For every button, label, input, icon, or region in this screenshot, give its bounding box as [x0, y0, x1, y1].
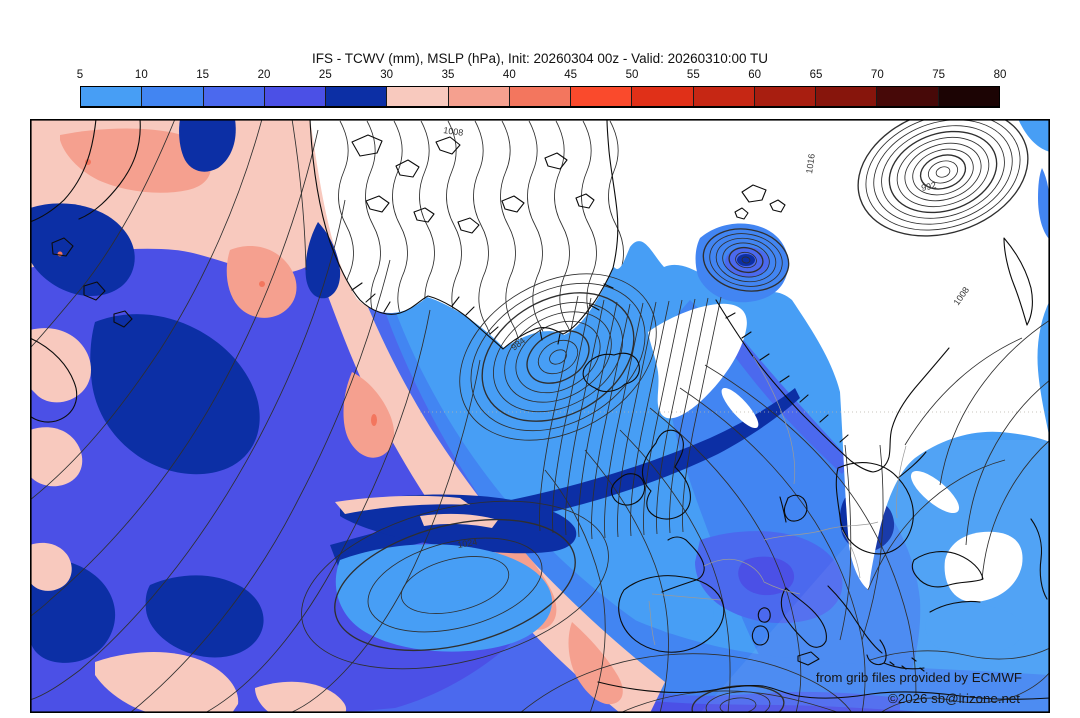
colorbar-tick: 75 — [932, 69, 946, 81]
attribution: from grib files provided by ECMWF ©2026 … — [816, 670, 1022, 706]
colorbar-segment — [753, 87, 816, 106]
colorbar-ticks: 5 10 15 20 25 30 35 40 45 50 55 60 65 70 75 80 — [0, 69, 1080, 83]
colorbar-tick: 25 — [318, 69, 332, 81]
colorbar-segment — [386, 87, 448, 106]
daylight-shading — [700, 440, 1050, 713]
colorbar-tick: 65 — [809, 69, 823, 81]
colorbar-segment — [876, 87, 938, 106]
pressure-label: 1024 — [457, 537, 478, 550]
colorbar-segment — [141, 87, 203, 106]
colorbar-tick: 45 — [564, 69, 578, 81]
colorbar-tick: 70 — [870, 69, 884, 81]
colorbar-segment — [508, 87, 571, 106]
colorbar-tick: 40 — [502, 69, 516, 81]
pressure-label: 992 — [920, 180, 937, 193]
attribution-source: from grib files provided by ECMWF — [816, 670, 1022, 685]
colorbar-segment — [263, 87, 326, 106]
coastline-layer — [30, 119, 1050, 700]
colorbar-tick: 5 — [76, 69, 84, 81]
pressure-label: 1016 — [804, 153, 817, 174]
colorbar-scale — [80, 86, 1000, 108]
pressure-label: 1008 — [443, 125, 464, 138]
colorbar-segment — [692, 87, 754, 106]
colorbar-tick: 50 — [625, 69, 639, 81]
colorbar-segment — [815, 87, 877, 106]
weather-map: 1008 1016 992 984 1024 1008 from grib fi… — [30, 119, 1050, 713]
colorbar-tick: 55 — [686, 69, 700, 81]
colorbar-segment — [202, 87, 264, 106]
colorbar-tick: 10 — [134, 69, 148, 81]
colorbar-tick: 20 — [257, 69, 271, 81]
attribution-copyright: ©2026 sb@irizone.net — [888, 691, 1020, 706]
colorbar-tick: 35 — [441, 69, 455, 81]
colorbar-tick: 15 — [196, 69, 210, 81]
colorbar-segment — [447, 87, 509, 106]
colorbar-segment — [325, 87, 387, 106]
colorbar-tick: 30 — [380, 69, 394, 81]
mslp-contour-layer — [30, 119, 1050, 713]
chart-title: IFS - TCWV (mm), MSLP (hPa), Init: 20260… — [312, 51, 768, 66]
dry-air-layer — [310, 119, 1050, 603]
map-frame — [30, 119, 1050, 713]
colorbar-segment — [570, 87, 632, 106]
colorbar-segment — [937, 87, 999, 106]
colorbar-segment — [81, 87, 142, 106]
colorbar-tick: 80 — [993, 69, 1007, 81]
country-border-layer — [648, 355, 907, 646]
colorbar-tick: 60 — [748, 69, 762, 81]
colorbar-segment — [631, 87, 693, 106]
